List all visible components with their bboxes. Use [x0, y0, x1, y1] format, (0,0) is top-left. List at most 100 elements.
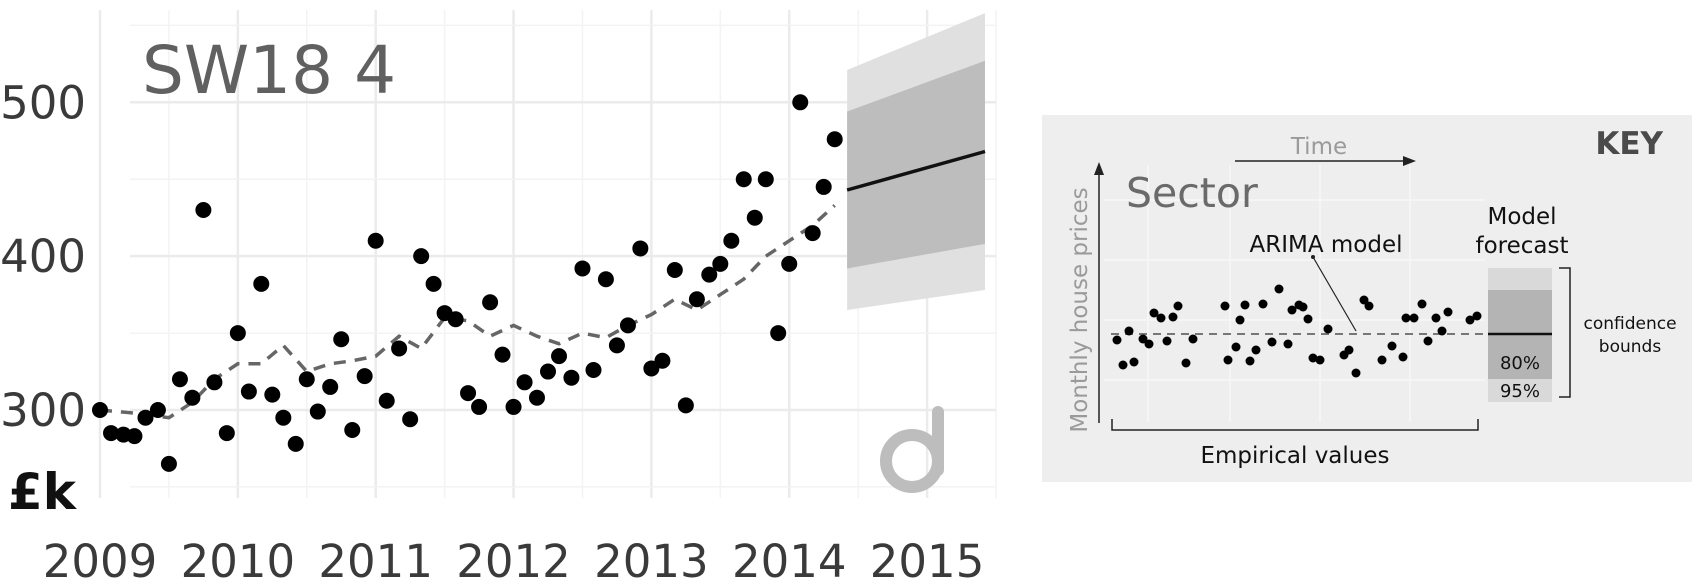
key-sample-point — [1274, 284, 1284, 294]
key-sample-point — [1437, 326, 1447, 336]
key-sample-points — [1112, 284, 1482, 378]
y-tick-label: 400 — [0, 230, 86, 283]
key-sample-point — [1303, 314, 1313, 324]
x-tick-label: 2009 — [43, 535, 158, 585]
key-sample-point — [1118, 360, 1128, 370]
data-point — [735, 171, 752, 188]
key-background — [1042, 115, 1692, 482]
data-point — [206, 374, 223, 391]
key-confidence-label-2: bounds — [1599, 337, 1662, 357]
key-sample-point — [1231, 342, 1241, 352]
y-tick-label: 500 — [0, 76, 86, 129]
key-sample-point — [1359, 295, 1369, 305]
tick-labels: 2009 2010 2011 2012 2013 2014 2015 300 400 500 — [0, 76, 984, 585]
key-sample-point — [1162, 336, 1172, 346]
key-band-95 — [1488, 268, 1552, 402]
data-point — [746, 209, 763, 226]
x-tick-label: 2011 — [318, 535, 433, 585]
key-sample-point — [1364, 301, 1374, 311]
confidence-bracket — [1559, 267, 1571, 398]
data-point — [240, 383, 257, 400]
key-sample-point — [1398, 352, 1408, 362]
unit-label: £k — [8, 463, 78, 521]
data-point — [677, 397, 694, 414]
arima-pointer — [1311, 255, 1357, 332]
chart-title: SW18 4 — [142, 32, 396, 109]
key-sample-point — [1245, 356, 1255, 366]
data-point — [126, 428, 143, 445]
x-tick-label: 2014 — [732, 535, 847, 585]
key-heading: KEY — [1595, 126, 1663, 162]
data-point — [563, 369, 580, 386]
data-point — [723, 232, 740, 249]
forecast-bands — [847, 13, 985, 310]
key-empirical-label: Empirical values — [1200, 443, 1389, 469]
key-sample-point — [1251, 345, 1261, 355]
data-points — [92, 94, 843, 472]
data-point — [218, 425, 235, 442]
key-arima-label: ARIMA model — [1249, 232, 1402, 258]
data-point — [447, 311, 464, 328]
data-point — [413, 248, 430, 265]
data-point — [494, 346, 511, 363]
x-tick-label: 2010 — [181, 535, 296, 585]
main-chart: 2009 2010 2011 2012 2013 2014 2015 300 400 500 SW… — [0, 10, 997, 585]
data-point — [551, 348, 568, 365]
data-point — [804, 225, 821, 242]
data-point — [540, 363, 556, 380]
forecast-line — [846, 149, 986, 192]
data-point — [654, 352, 671, 369]
key-y-axis-label: Monthly house prices — [1067, 187, 1093, 432]
data-point — [229, 325, 246, 342]
data-point — [103, 425, 120, 442]
data-point — [92, 402, 108, 418]
data-point — [528, 389, 545, 406]
key-sample-point — [1156, 313, 1166, 323]
model-dashed-line — [99, 204, 836, 420]
data-point — [137, 409, 154, 426]
key-sample-point — [1377, 355, 1387, 365]
key-sample-point — [1223, 355, 1233, 365]
data-point — [195, 202, 212, 218]
key-sample-point — [1258, 299, 1268, 309]
key-sample-point — [1287, 305, 1297, 315]
data-point — [149, 402, 166, 418]
data-point — [275, 409, 292, 426]
key-sample-point — [1283, 339, 1293, 349]
key-time-label: Time — [1290, 134, 1347, 160]
data-point — [298, 371, 315, 388]
key-band-80 — [1488, 290, 1552, 379]
data-point — [378, 392, 395, 409]
data-point — [344, 422, 361, 438]
key-sector-label: Sector — [1126, 169, 1258, 217]
key-sample-point — [1339, 350, 1349, 360]
key-sample-point — [1188, 334, 1198, 344]
data-point — [391, 340, 408, 357]
brand-logo-icon — [880, 406, 944, 493]
data-point — [585, 362, 602, 378]
data-point — [792, 94, 809, 111]
key-sample-point — [1323, 324, 1333, 334]
key-sample-point — [1443, 307, 1453, 317]
key-forecast-label-2: forecast — [1475, 233, 1568, 259]
key-sample-point — [1220, 301, 1230, 311]
data-point — [287, 435, 304, 452]
key-band-95-label: 95% — [1500, 381, 1540, 402]
data-point — [333, 331, 350, 348]
key-sample-point — [1298, 302, 1308, 312]
data-point — [712, 255, 729, 272]
key-sample-point — [1173, 301, 1183, 311]
data-point — [264, 386, 281, 403]
data-point — [425, 275, 442, 292]
data-point — [516, 374, 533, 391]
data-point — [815, 178, 832, 195]
data-point — [309, 403, 326, 420]
series-lines — [99, 149, 986, 420]
data-point — [184, 389, 201, 406]
key-sample-point — [1308, 353, 1318, 363]
key-sample-point — [1344, 345, 1354, 355]
data-point — [781, 255, 798, 272]
y-tick-label: 300 — [0, 384, 86, 437]
data-point — [505, 398, 522, 415]
data-point — [757, 171, 774, 188]
